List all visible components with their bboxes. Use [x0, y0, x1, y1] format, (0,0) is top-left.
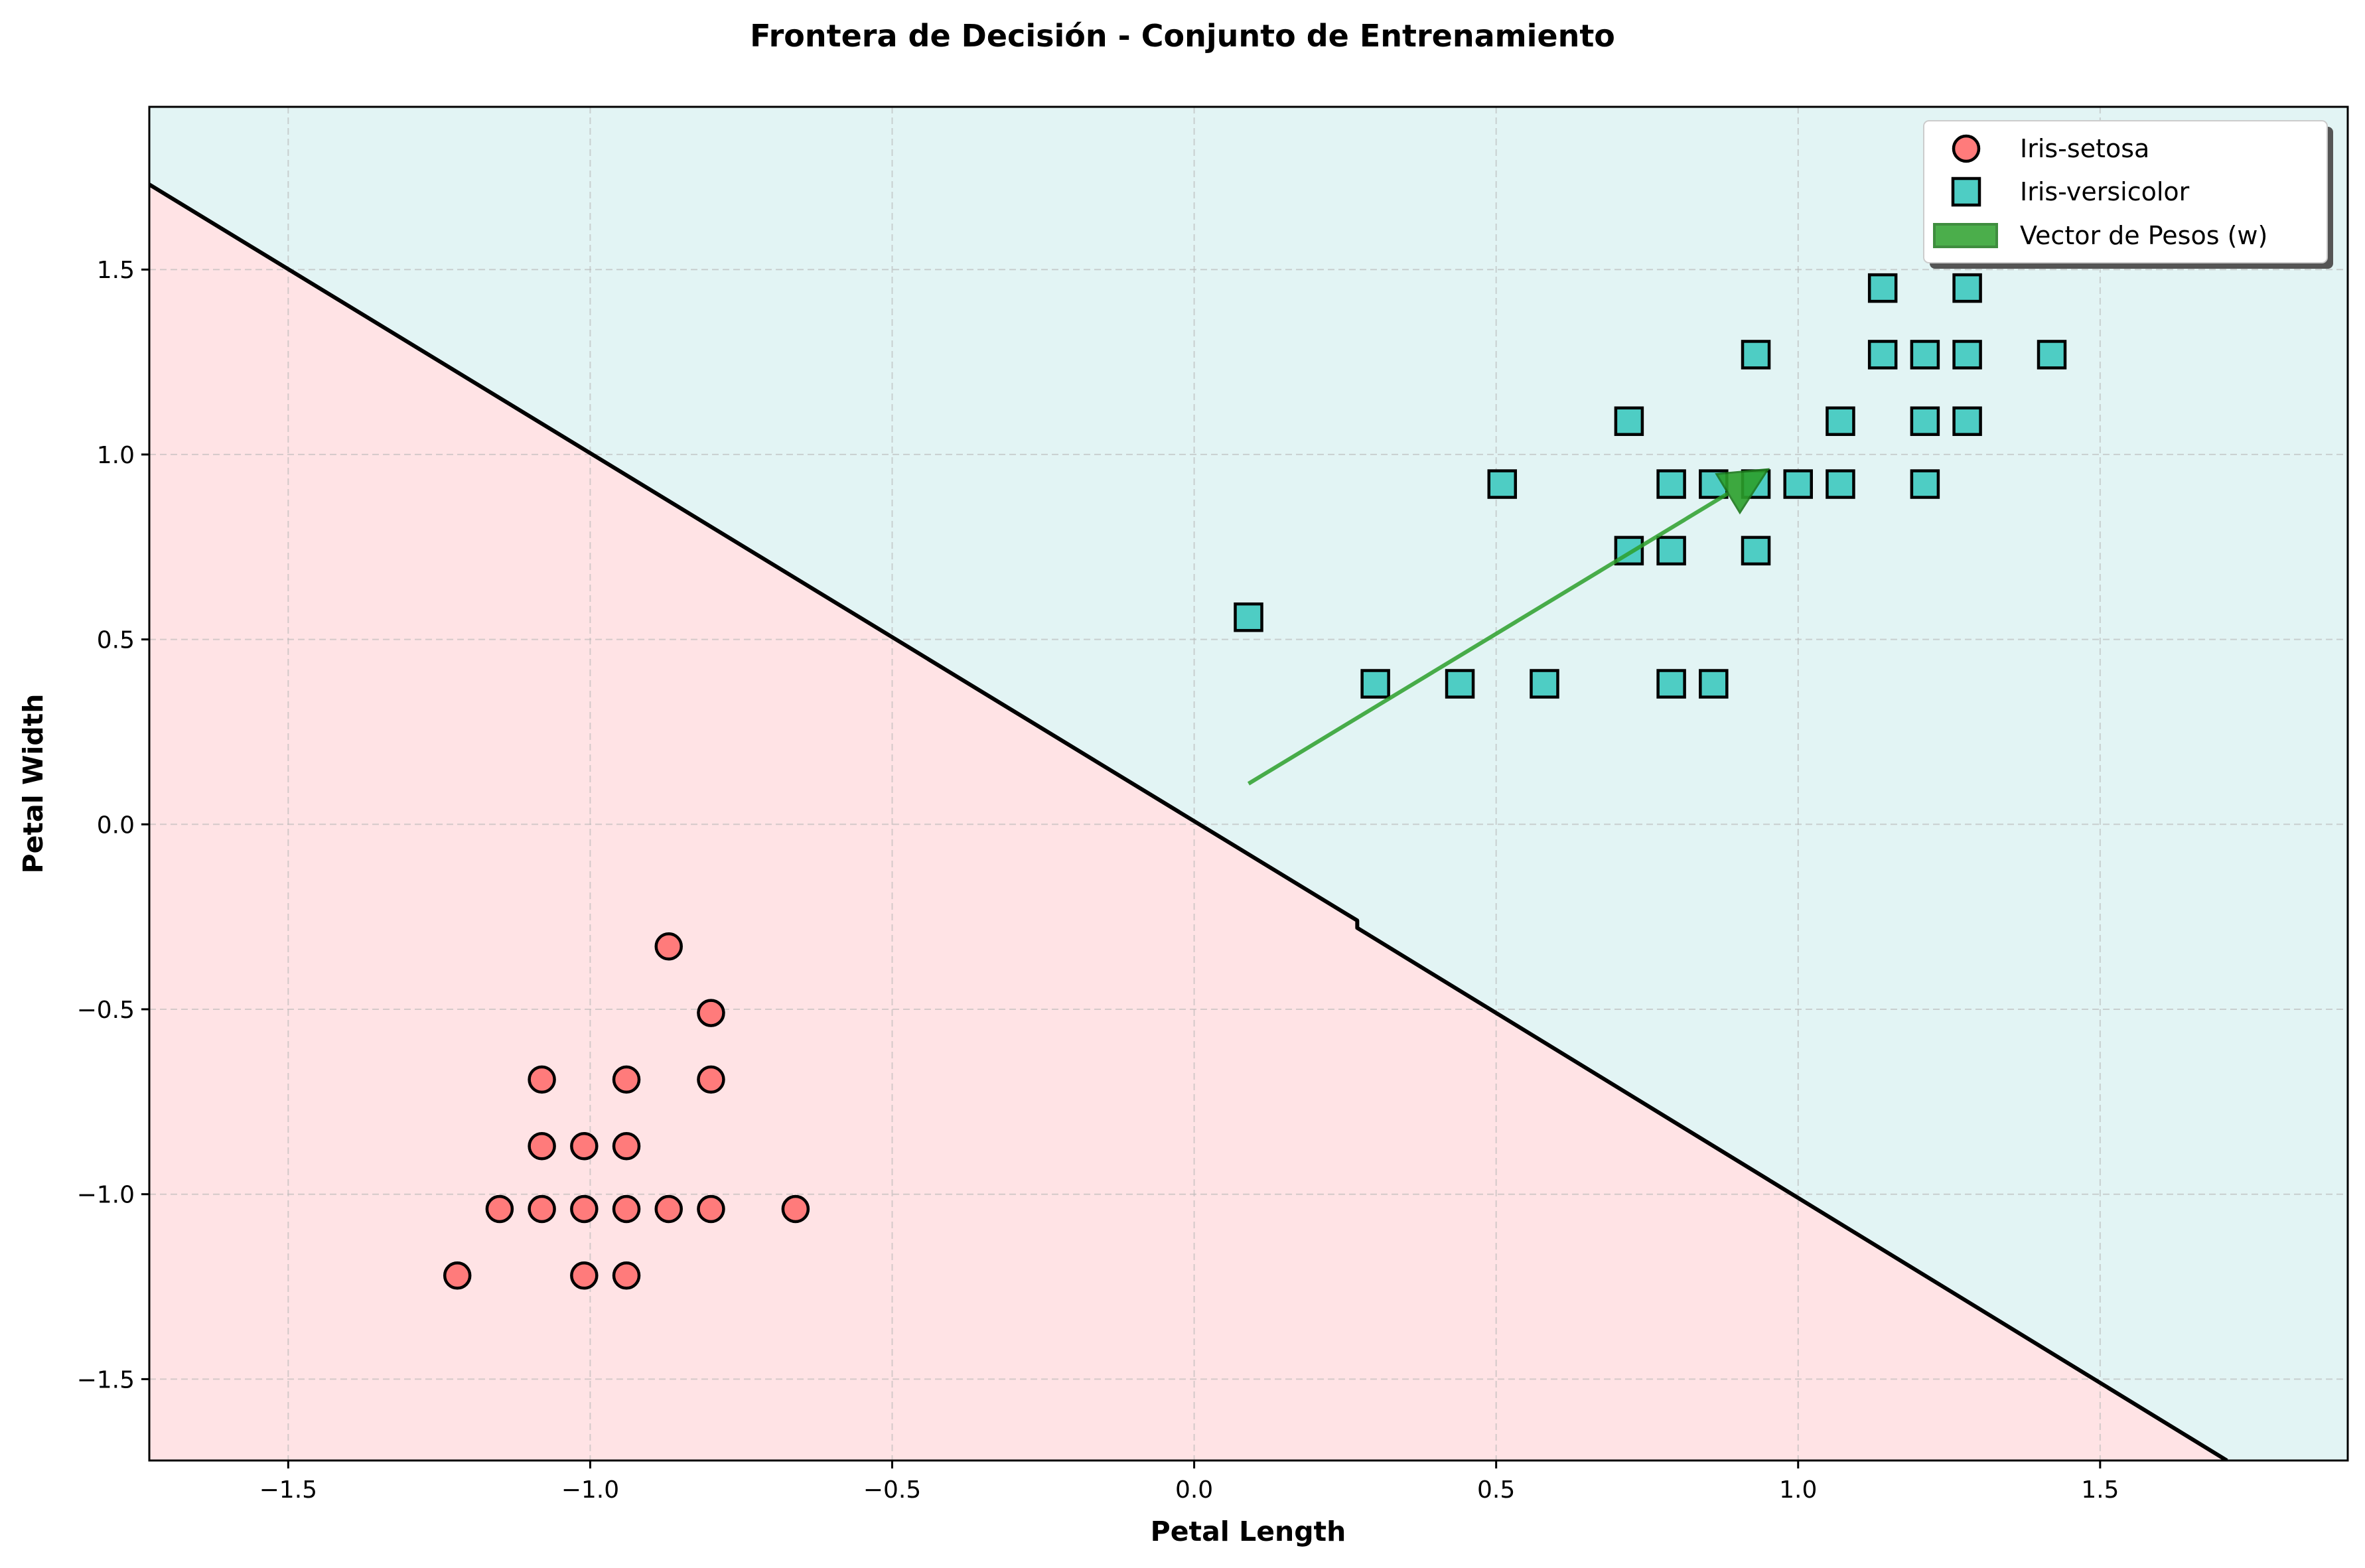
versicolor-point: [1656, 535, 1686, 566]
chart-title: Frontera de Decisión - Conjunto de Entre…: [750, 18, 1615, 54]
versicolor-point: [1910, 340, 1940, 370]
y-tick-label: 1.0: [97, 442, 135, 469]
plot-area: −1.5 −1.0 −0.5 0.0 0.5 1.0 1.5 −1.5 −1.0 −0.5 0.0 0…: [77, 106, 2349, 1504]
x-tick-label: 0.5: [1477, 1476, 1515, 1504]
versicolor-point: [1699, 669, 1729, 699]
y-axis-label: Petal Width: [17, 694, 49, 874]
legend-label-vector: Vector de Pesos (w): [2020, 221, 2267, 250]
x-tick-label: 1.5: [2081, 1476, 2119, 1504]
setosa-point: [570, 1261, 599, 1290]
plot-clip-group: [149, 107, 2348, 1461]
legend-setosa-marker: [1952, 134, 1981, 163]
versicolor-point: [1656, 669, 1686, 699]
versicolor-point: [1952, 340, 1982, 370]
setosa-point: [570, 1131, 599, 1161]
y-tick-label: −1.0: [77, 1182, 135, 1209]
versicolor-point: [1445, 669, 1475, 699]
legend-label-versicolor: Iris-versicolor: [2020, 177, 2190, 206]
plot-frame: [148, 106, 2349, 1462]
setosa-point: [528, 1194, 556, 1224]
setosa-point: [528, 1065, 556, 1094]
versicolor-point: [1867, 273, 1898, 303]
setosa-point: [570, 1194, 599, 1224]
y-tick-label: −0.5: [77, 997, 135, 1024]
setosa-point: [443, 1261, 472, 1290]
decision-boundary-line: [149, 182, 2228, 1461]
legend-vector-marker: [1933, 223, 1998, 248]
legend-label-setosa: Iris-setosa: [2020, 134, 2149, 163]
setosa-point: [612, 1131, 641, 1161]
y-tick-label: −1.5: [77, 1366, 135, 1393]
weight-vector-shaft: [1247, 491, 1729, 786]
legend: Iris-setosa Iris-versicolor Vector de Peso…: [1923, 120, 2333, 269]
setosa-point: [612, 1194, 641, 1224]
setosa-point: [697, 1194, 725, 1224]
versicolor-point: [1656, 469, 1686, 499]
versicolor-point: [1530, 669, 1559, 699]
legend-versicolor-marker: [1951, 177, 1981, 207]
versicolor-point: [1741, 340, 1771, 370]
versicolor-point: [1741, 535, 1771, 566]
versicolor-point: [1952, 273, 1982, 303]
region-setosa: [149, 184, 2227, 1461]
setosa-point: [485, 1194, 514, 1224]
versicolor-point: [1783, 469, 1813, 499]
weight-vector-head: [1715, 468, 1770, 515]
x-axis-label: Petal Length: [1151, 1516, 1346, 1547]
x-tick-label: −0.5: [863, 1476, 921, 1504]
setosa-point: [654, 932, 683, 961]
versicolor-point: [1826, 469, 1855, 499]
versicolor-point: [2037, 340, 2067, 370]
x-tick-label: −1.0: [561, 1476, 619, 1504]
setosa-point: [612, 1261, 641, 1290]
setosa-point: [697, 1065, 725, 1094]
versicolor-point: [1487, 469, 1518, 499]
versicolor-point: [1614, 406, 1644, 437]
versicolor-point: [1234, 602, 1263, 632]
legend-box: [1923, 120, 2328, 263]
setosa-point: [528, 1131, 556, 1161]
versicolor-point: [1910, 406, 1940, 437]
x-tick-label: 1.0: [1779, 1476, 1817, 1504]
setosa-point: [654, 1194, 683, 1224]
x-tick-label: −1.5: [259, 1476, 317, 1504]
setosa-point: [781, 1194, 810, 1224]
setosa-point: [697, 999, 725, 1027]
versicolor-point: [1867, 340, 1898, 370]
versicolor-point: [1826, 406, 1855, 437]
setosa-point: [612, 1065, 641, 1094]
versicolor-point: [1910, 469, 1940, 499]
versicolor-point: [1360, 669, 1390, 699]
x-tick-label: 0.0: [1175, 1476, 1213, 1504]
y-tick-label: 1.5: [97, 257, 135, 284]
versicolor-point: [1952, 406, 1982, 437]
y-tick-label: 0.0: [97, 812, 135, 839]
y-tick-label: 0.5: [97, 627, 135, 654]
